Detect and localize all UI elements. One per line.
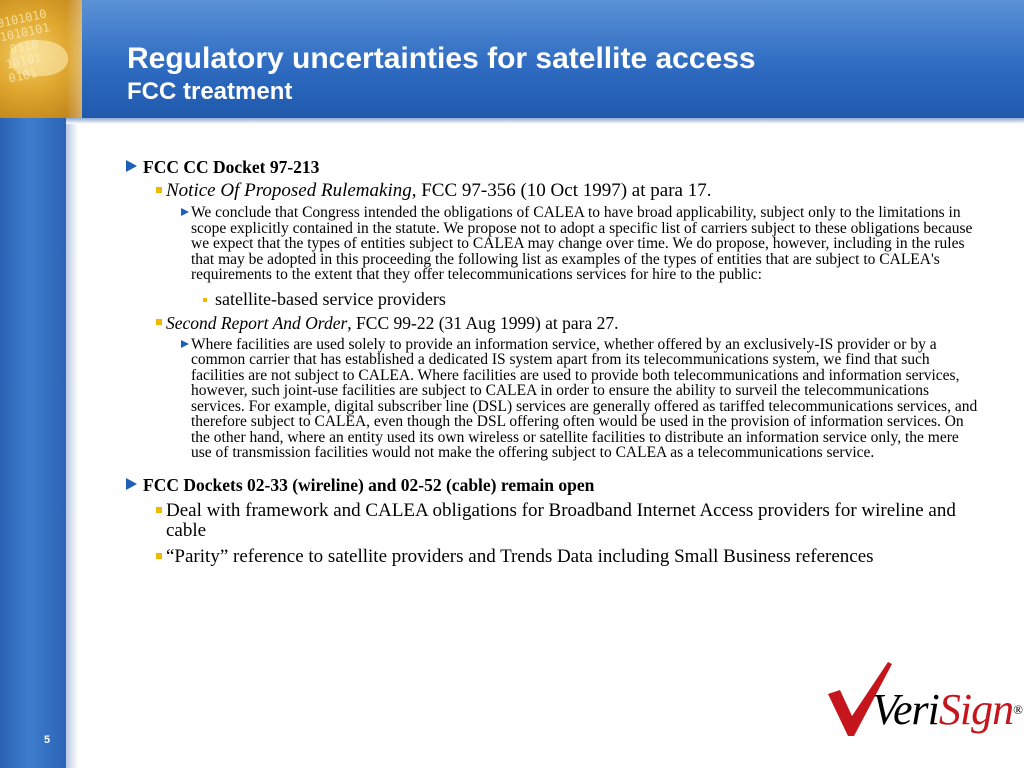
left-bar-fade (66, 0, 78, 768)
quote-nprm: We conclude that Congress intended the o… (181, 205, 978, 283)
item-text: “Parity” reference to satellite provider… (166, 545, 874, 567)
handshake-icon (10, 40, 68, 76)
quote-second-report: Where facilities are used solely to prov… (181, 335, 978, 461)
item-parity: “Parity” reference to satellite provider… (156, 545, 978, 567)
square-bullet-icon (156, 506, 162, 513)
triangle-bullet-icon (126, 160, 137, 172)
page-number: 5 (44, 734, 51, 746)
item-second-report: Second Report And Order, FCC 99-22 (31 A… (156, 313, 978, 333)
verisign-logo: VeriSign® (826, 660, 1023, 740)
square-bullet-icon (156, 187, 162, 193)
section-heading-dockets-open: FCC Dockets 02-33 (wireline) and 02-52 (… (126, 475, 978, 495)
left-sidebar-bar (0, 0, 66, 768)
item-title-italic: Second Report And Order (166, 312, 348, 333)
item-title-italic: Notice Of Proposed Rulemaking (166, 180, 412, 201)
quote-text: Where facilities are used solely to prov… (191, 335, 978, 461)
triangle-bullet-icon (126, 477, 137, 490)
triangle-bullet-icon (181, 339, 189, 348)
verisign-checkmark-icon (828, 662, 892, 736)
subpoint-text: satellite-based service providers (215, 288, 446, 309)
header-shadow (66, 118, 1024, 124)
slide-title: Regulatory uncertainties for satellite a… (127, 42, 756, 75)
slide-subtitle: FCC treatment (127, 78, 293, 105)
dot-bullet-icon (203, 297, 207, 302)
slide-content: FCC CC Docket 97-213 Notice Of Proposed … (126, 157, 978, 567)
item-nprm: Notice Of Proposed Rulemaking, FCC 97-35… (156, 181, 978, 201)
logo-part-veri: Veri (872, 685, 940, 734)
section-heading-docket-97-213: FCC CC Docket 97-213 (126, 157, 978, 177)
item-framework: Deal with framework and CALEA obligation… (156, 499, 978, 541)
item-title-rest: , FCC 97-356 (10 Oct 1997) at para 17. (411, 180, 712, 201)
square-bullet-icon (156, 318, 162, 325)
section-heading-text: FCC Dockets 02-33 (wireline) and 02-52 (… (143, 474, 595, 495)
corner-image-edge (66, 0, 82, 118)
item-text: Deal with framework and CALEA obligation… (166, 499, 956, 541)
subpoint-satellite: satellite-based service providers (203, 289, 978, 309)
section-heading-text: FCC CC Docket 97-213 (143, 157, 320, 177)
header-banner (66, 0, 1024, 118)
verisign-wordmark: VeriSign® (872, 685, 1023, 734)
corner-handshake-image: 0101010 1010101 0110 10101 0101 (0, 0, 82, 118)
registered-mark: ® (1013, 702, 1023, 717)
logo-part-sign: Sign (938, 685, 1014, 734)
item-title-rest: , FCC 99-22 (31 Aug 1999) at para 27. (347, 312, 619, 333)
square-bullet-icon (156, 552, 162, 559)
quote-text: We conclude that Congress intended the o… (191, 204, 973, 283)
triangle-bullet-icon (181, 208, 189, 216)
